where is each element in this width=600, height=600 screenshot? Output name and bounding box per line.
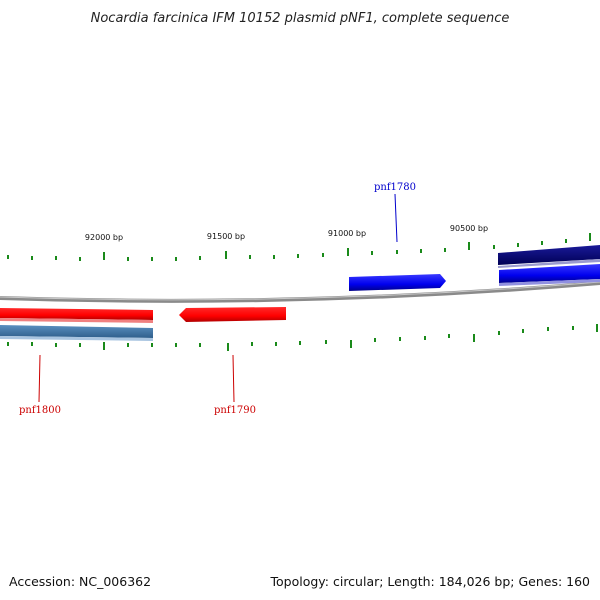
- gene-pnf1800-feature[interactable]: [0, 308, 153, 323]
- gene-pnf1790-feature[interactable]: [179, 307, 286, 322]
- gene-label-pnf1800[interactable]: pnf1800: [19, 354, 61, 416]
- reverse-gene-feature[interactable]: [0, 325, 153, 341]
- svg-text:pnf1790: pnf1790: [214, 405, 256, 416]
- scale-label-92000: 92000 bp: [85, 233, 123, 242]
- map-title: Nocardia farcinica IFM 10152 plasmid pNF…: [91, 11, 510, 26]
- gene-pnf1780-feature[interactable]: [349, 274, 446, 291]
- scale-label-91000: 91000 bp: [328, 229, 366, 238]
- inner-tick-marks: [7, 324, 598, 351]
- scale-label-91500: 91500 bp: [207, 232, 245, 241]
- svg-text:pnf1780: pnf1780: [374, 182, 416, 193]
- svg-text:pnf1800: pnf1800: [19, 405, 61, 416]
- gene-label-pnf1790[interactable]: pnf1790: [214, 354, 256, 416]
- scale-label-90500: 90500 bp: [450, 224, 488, 233]
- forward-gene-feature[interactable]: [498, 245, 600, 268]
- accession-text: Accession: NC_006362: [9, 574, 151, 589]
- topology-summary: Topology: circular; Length: 184,026 bp; …: [270, 574, 591, 589]
- plasmid-backbone: [0, 281, 600, 303]
- gene-label-pnf1780[interactable]: pnf1780: [374, 182, 416, 243]
- outer-tick-marks: [7, 233, 591, 261]
- forward-gene-feature[interactable]: [499, 264, 600, 286]
